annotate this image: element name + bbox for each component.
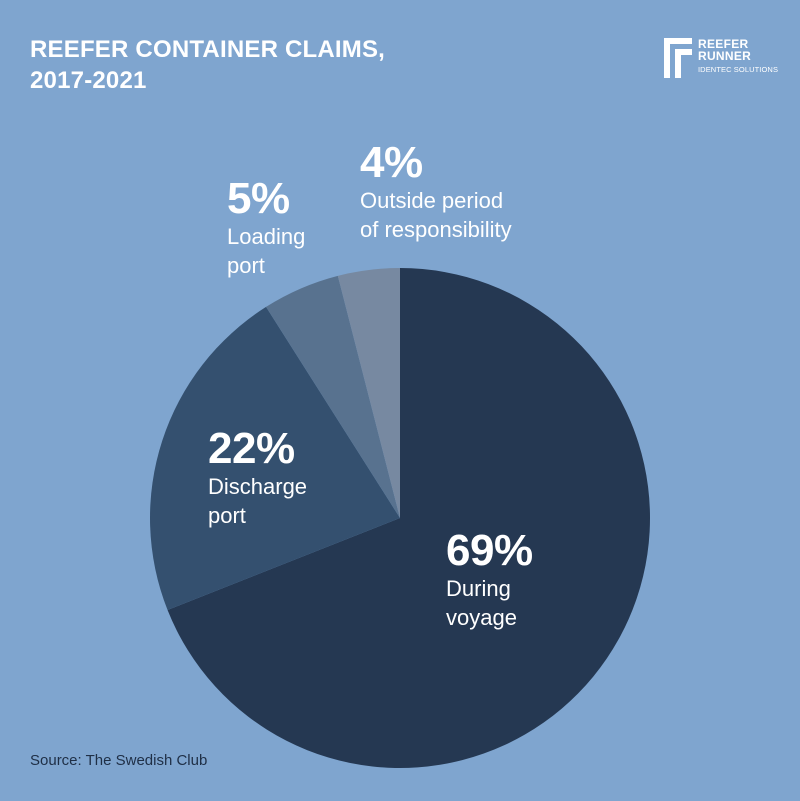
pie-slice-loading-port xyxy=(266,275,400,518)
slice-text-loading-port-line-2: port xyxy=(227,253,265,278)
pie-slice-discharge-port xyxy=(150,306,400,611)
logo-text-identec: IDENTEC SOLUTIONS xyxy=(698,65,779,74)
slice-text-discharge-port-line-2: port xyxy=(208,503,246,528)
slice-value-during-voyage: 69% xyxy=(446,526,533,575)
slice-label-loading-port: 5% Loading port xyxy=(227,176,305,280)
reefer-runner-logo: REEFER RUNNER IDENTEC SOLUTIONS xyxy=(664,37,778,78)
chart-title-line-2: 2017-2021 xyxy=(30,67,147,94)
slice-label-outside-period: 4% Outside period of responsibility xyxy=(360,140,512,244)
chart-title: REEFER CONTAINER CLAIMS, 2017-2021 xyxy=(30,34,385,96)
slice-text-outside-period-line-1: Outside period xyxy=(360,188,504,213)
pie-slice-during-voyage xyxy=(167,268,651,768)
slice-text-loading-port-line-1: Loading xyxy=(227,224,306,249)
slice-text-discharge-port-line-1: Discharge xyxy=(208,474,308,499)
reefer-runner-logo-icon xyxy=(664,38,692,78)
slice-text-during-voyage-line-1: During xyxy=(446,576,511,601)
logo-text-reefer: REEFER xyxy=(698,37,749,51)
slice-label-during-voyage: 69% During voyage xyxy=(446,528,533,632)
source-note: Source: The Swedish Club xyxy=(30,752,208,769)
slice-value-discharge-port: 22% xyxy=(208,424,295,473)
slice-value-outside-period: 4% xyxy=(360,138,423,187)
slice-label-discharge-port: 22% Discharge port xyxy=(208,426,307,530)
slice-value-loading-port: 5% xyxy=(227,174,290,223)
slice-text-during-voyage-line-2: voyage xyxy=(446,605,517,630)
slice-text-outside-period-line-2: of responsibility xyxy=(360,217,512,242)
pie-slice-outside-period-of-responsibility xyxy=(337,268,400,518)
logo-text-runner: RUNNER xyxy=(698,49,752,63)
chart-title-line-1: REEFER CONTAINER CLAIMS, xyxy=(30,36,386,63)
